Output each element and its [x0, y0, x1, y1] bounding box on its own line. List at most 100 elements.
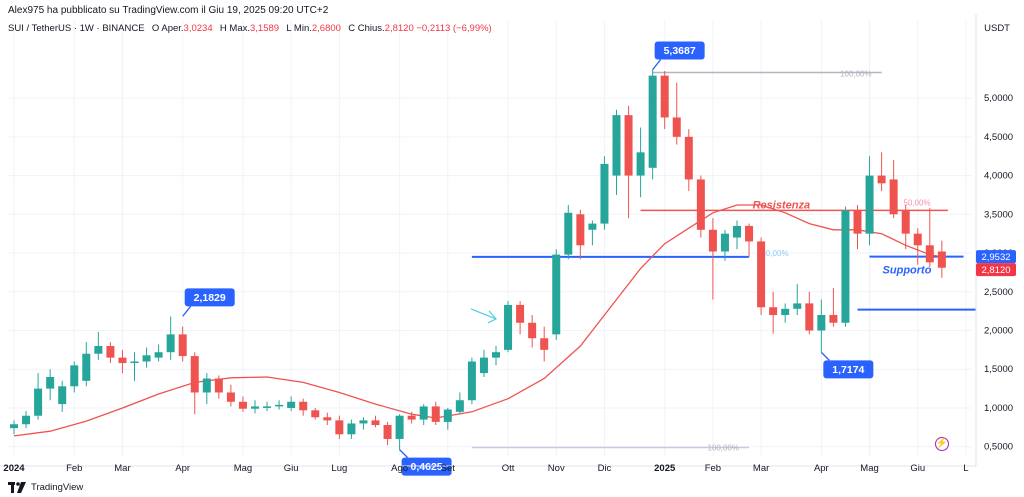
price-tag-label: 2,9532 [981, 252, 1010, 263]
candle-body [407, 415, 416, 420]
candle-body [70, 365, 79, 387]
time-axis[interactable]: 2024 Feb Mar Apr Mag Giu Lug Ago Set Ott Nov Dic 202… [0, 463, 976, 474]
low-text: Min. [293, 23, 312, 34]
candle-body [624, 115, 633, 176]
candle-body [769, 307, 778, 316]
publish-info: Alex975 ha pubblicato su TradingView.com… [8, 5, 329, 16]
y-tick-label: 4,5000 [984, 132, 1013, 143]
candle-body [94, 345, 103, 354]
flash-icon[interactable]: ⚡ [935, 437, 949, 451]
candle-body [22, 415, 31, 425]
tradingview-footer[interactable]: TradingView [8, 482, 83, 493]
candle-body [564, 212, 573, 255]
candle-body [937, 251, 946, 268]
candle-body [708, 229, 717, 252]
low-value: 2,6800 [311, 23, 341, 34]
moving-average-line [13, 204, 943, 437]
candle-body [106, 345, 115, 358]
candle-body [829, 315, 838, 323]
candle-body [479, 357, 488, 374]
level-label-supporto: Supporto [883, 265, 932, 277]
close-letter: C [348, 23, 356, 34]
candle-body [612, 115, 621, 176]
candle-body [552, 254, 561, 335]
candle-body [516, 304, 525, 323]
x-tick-label: Lug [331, 463, 347, 474]
x-tick-label: Mar [753, 463, 769, 474]
open-letter: O [151, 23, 160, 34]
candle-body [202, 378, 211, 393]
x-tick-label: Dic [598, 463, 612, 474]
candle-body [58, 386, 67, 405]
candle-body [46, 376, 55, 389]
candle-body [142, 355, 151, 362]
callout-box [401, 457, 452, 476]
candle-body [684, 136, 693, 180]
candle-body [528, 322, 537, 339]
close-text: Chius. [357, 23, 385, 34]
candle-body [696, 179, 705, 230]
callout-pointer [820, 351, 830, 361]
candle-body [817, 315, 826, 331]
candle-body [419, 406, 428, 420]
candle-body [841, 210, 850, 323]
fib-label: 50,00% [903, 199, 930, 208]
price-callouts: 2,1829 0,4625 5,3687 1,7174 [182, 41, 874, 476]
candle-body [889, 179, 898, 215]
high-text: Max. [229, 23, 250, 34]
candle-body [877, 175, 886, 184]
candle-body [492, 352, 500, 358]
candle-body [178, 334, 187, 357]
candle-body [853, 210, 862, 234]
ma-line [13, 204, 943, 437]
candle-body [588, 223, 597, 230]
callout-pointer [182, 305, 192, 317]
x-tick-label: Giu [910, 463, 925, 474]
x-tick-label: Apr [175, 463, 190, 474]
candle-body [805, 303, 814, 331]
x-tick-label: Nov [548, 463, 565, 474]
y-tick-label: 3,5000 [984, 209, 1013, 220]
x-tick-label: Ago [391, 463, 408, 474]
candle-body [154, 352, 163, 358]
candle-body [238, 401, 247, 409]
x-tick-label: Feb [66, 463, 82, 474]
candle-body [226, 392, 235, 402]
open-value: 3,0234 [183, 23, 213, 34]
candle-body [34, 388, 43, 416]
price-tags: 2,9532 2,8120 [976, 250, 1016, 277]
candle-body [130, 361, 139, 364]
callout-box [823, 360, 874, 379]
chart-grid [8, 20, 972, 456]
callout-label: 1,7174 [832, 364, 864, 376]
candle-body [431, 406, 440, 422]
callout-box [654, 41, 705, 60]
candle-body [757, 241, 766, 308]
candle-body [540, 338, 549, 350]
open-text: Aper. [161, 23, 184, 34]
candle-body [359, 420, 368, 424]
candle-body [504, 304, 513, 350]
x-tick-label: Set [441, 463, 456, 474]
fib-label: 50,00% [761, 249, 788, 258]
x-tick-label: 2025 [654, 463, 676, 474]
symbol-label[interactable]: SUI / TetherUS · 1W · BINANCE [8, 23, 145, 34]
callout-label: 5,3687 [664, 45, 696, 57]
x-tick-label: Giu [284, 463, 299, 474]
x-tick-label: Mag [860, 463, 878, 474]
callout-label: 2,1829 [194, 292, 226, 304]
candle-body [166, 334, 175, 353]
price-axis[interactable]: 0,50001,00001,50002,00002,50003,00003,50… [975, 14, 1013, 466]
candle-body [865, 175, 874, 234]
candle-body [901, 210, 910, 234]
x-tick-label: L [963, 463, 968, 474]
candle-body [793, 303, 802, 309]
level-label-resistenza: Resistenza [753, 199, 810, 211]
arrow-annotation [470, 308, 497, 324]
candle-body [745, 225, 754, 242]
candle-body [371, 420, 380, 426]
fib-levels: 100,00% 100,00% 50,00% 50,00% [471, 70, 931, 452]
candle-body [263, 406, 272, 408]
currency-label[interactable]: USDT [984, 23, 1010, 34]
